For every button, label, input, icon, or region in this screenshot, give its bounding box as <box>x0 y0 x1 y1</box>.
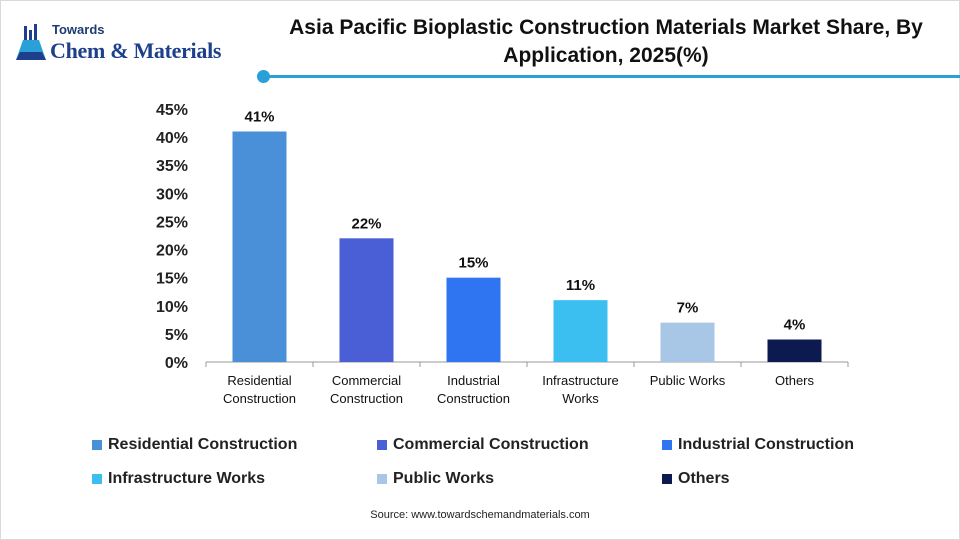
x-tick-label: Residential <box>227 373 291 388</box>
data-label: 22% <box>351 215 381 232</box>
legend-swatch <box>662 474 672 484</box>
y-tick-label: 25% <box>156 214 188 231</box>
flask-icon <box>16 24 46 60</box>
chart-title: Asia Pacific Bioplastic Construction Mat… <box>289 16 923 67</box>
x-tick-label: Infrastructure <box>542 373 619 388</box>
y-tick-label: 30% <box>156 186 188 203</box>
legend-swatch <box>377 440 387 450</box>
bar <box>339 238 394 362</box>
x-tick-label: Construction <box>223 391 296 406</box>
legend-swatch <box>92 474 102 484</box>
chart-legend: Residential Construction Commercial Const… <box>92 436 932 488</box>
y-tick-label: 35% <box>156 158 188 175</box>
source-note: Source: www.towardschemandmaterials.com <box>370 509 590 521</box>
legend-label: Others <box>678 470 730 487</box>
data-label: 15% <box>458 255 488 272</box>
x-tick-label: Commercial <box>332 373 401 388</box>
bar <box>660 322 715 362</box>
legend-item: Public Works <box>377 470 662 488</box>
y-tick-label: 10% <box>156 299 188 316</box>
x-tick-label: Others <box>775 373 815 388</box>
y-tick-label: 45% <box>156 102 188 119</box>
legend-label: Public Works <box>393 470 495 487</box>
data-label: 41% <box>244 108 274 125</box>
title-rule <box>264 75 960 78</box>
legend-label: Industrial Construction <box>678 436 854 453</box>
legend-swatch <box>377 474 387 484</box>
legend-label: Infrastructure Works <box>108 470 266 487</box>
legend-label: Residential Construction <box>108 436 298 453</box>
logo-line1: Towards <box>52 22 105 37</box>
legend-item: Industrial Construction <box>662 436 932 454</box>
y-tick-label: 40% <box>156 130 188 147</box>
x-tick-label: Public Works <box>650 373 726 388</box>
bar <box>446 277 501 362</box>
y-tick-label: 0% <box>165 355 188 372</box>
legend-label: Commercial Construction <box>393 436 589 453</box>
data-label: 11% <box>566 277 595 294</box>
title-rule-dot <box>257 70 270 83</box>
logo-line2: Chem & Materials <box>50 38 222 63</box>
legend-item: Others <box>662 470 932 488</box>
x-tick-label: Construction <box>437 391 510 406</box>
x-tick-label: Industrial <box>447 373 500 388</box>
bar <box>767 339 822 362</box>
x-tick-label: Works <box>562 391 599 406</box>
legend-item: Infrastructure Works <box>92 470 377 488</box>
legend-swatch <box>92 440 102 450</box>
legend-item: Residential Construction <box>92 436 377 454</box>
y-tick-label: 15% <box>156 271 188 288</box>
data-label: 7% <box>677 300 699 317</box>
y-tick-label: 5% <box>165 327 188 344</box>
legend-swatch <box>662 440 672 450</box>
legend-item: Commercial Construction <box>377 436 662 454</box>
brand-logo: Towards Chem & Materials <box>14 18 254 68</box>
data-label: 4% <box>784 317 806 334</box>
y-tick-label: 20% <box>156 243 188 260</box>
bar <box>232 131 287 362</box>
bar-chart: 0% 5% 10% 15% 20% 25% 30% 35% 40% 45% 41% Residenti… <box>156 102 849 406</box>
x-tick-label: Construction <box>330 391 403 406</box>
bar <box>553 300 608 362</box>
